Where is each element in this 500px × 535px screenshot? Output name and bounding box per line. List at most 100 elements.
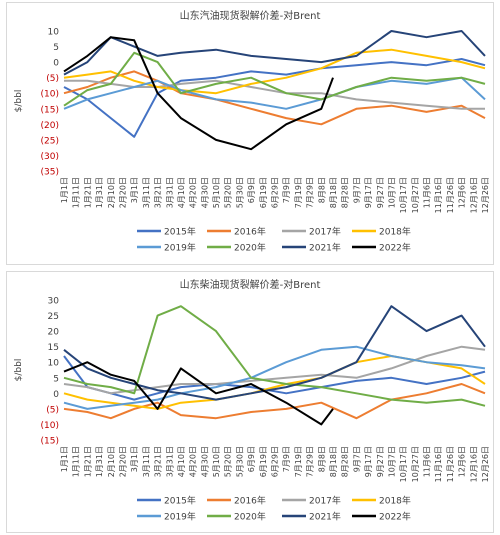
chart-title: 山东柴油现货裂解价差-对Brent [180,278,321,291]
y-axis-label: $/bbl [14,90,24,113]
y-tick-label: 0 [53,59,59,69]
x-tick-label: 7月19日 [294,177,303,208]
y-tick-label: (30) [41,152,59,162]
x-tick-label: 6月29日 [271,177,280,208]
legend-label: 2019年 [164,511,196,523]
x-tick-label: 2月20日 [118,177,127,208]
x-tick-label: 4月10日 [177,446,186,477]
x-tick-label: 12月16日 [469,177,478,213]
y-tick-label: (5) [46,74,59,84]
x-tick-label: 6月9日 [247,446,256,472]
x-tick-label: 2月10日 [107,446,116,477]
y-tick-label: (10) [41,421,59,431]
x-tick-label: 4月30日 [200,446,209,477]
legend-label: 2020年 [234,511,266,523]
series-line-2015年 [63,355,486,401]
x-tick-label: 8月8日 [317,446,326,472]
x-tick-label: 9月27日 [376,446,385,477]
x-tick-label: 12月16日 [469,446,478,482]
x-tick-label: 11月16日 [434,446,443,482]
x-tick-label: 9月7日 [352,177,361,203]
x-tick-label: 11月6日 [423,177,432,208]
x-tick-label: 8月8日 [317,177,326,203]
legend-label: 2019年 [164,242,196,254]
legend-label: 2022年 [379,511,411,523]
x-tick-label: 5月10日 [212,446,221,477]
y-tick-label: (20) [41,121,59,131]
x-tick-label: 1月1日 [60,446,69,472]
series-line-2019年 [63,345,486,410]
x-tick-label: 9月7日 [352,446,361,472]
x-tick-label: 9月17日 [364,177,373,208]
x-tick-label: 11月26日 [446,446,455,482]
x-tick-label: 3月31日 [165,177,174,208]
x-tick-label: 10月27日 [411,177,420,213]
y-tick-label: (15) [41,437,59,447]
x-tick-label: 11月16日 [434,177,443,213]
y-tick-label: (15) [41,105,59,115]
x-tick-label: 6月9日 [247,177,256,203]
x-tick-label: 5月10日 [212,177,221,208]
legend-label: 2017年 [309,226,341,238]
legend-label: 2015年 [164,226,196,238]
y-tick-label: 5 [53,43,59,53]
series-line-2022年 [63,36,334,151]
y-tick-label: 0 [53,390,59,400]
x-tick-label: 5月20日 [224,446,233,477]
legend-label: 2016年 [234,226,266,238]
x-tick-label: 1月11日 [72,177,81,208]
x-tick-label: 3月11日 [142,446,151,477]
y-tick-label: 20 [48,328,60,338]
x-tick-label: 1月21日 [83,177,92,208]
legend-label: 2018年 [379,495,411,507]
x-tick-label: 3月31日 [165,446,174,477]
x-tick-label: 9月17日 [364,446,373,477]
x-tick-label: 10月7日 [387,177,396,208]
x-tick-label: 3月21日 [154,177,163,208]
x-tick-label: 9月27日 [376,177,385,208]
legend-label: 2017年 [309,495,341,507]
x-tick-label: 8月18日 [329,177,338,208]
y-axis-label: $/bbl [14,359,24,382]
chart-title: 山东汽油现货裂解价差-对Brent [180,9,321,22]
y-tick-label: (35) [41,168,59,178]
x-tick-label: 10月17日 [399,446,408,482]
legend-label: 2018年 [379,226,411,238]
series-line-2021年 [63,30,486,76]
x-tick-label: 5月20日 [224,177,233,208]
x-tick-label: 7月9日 [282,177,291,203]
gasoline-crack-chart: 山东汽油现货裂解价差-对Brent $/bbl 10 5 0 (5) (10) (15) (20… [14,9,490,254]
x-tick-label: 6月19日 [259,177,268,208]
x-tick-label: 12月6日 [458,177,467,208]
x-tick-label: 8月28日 [341,446,350,477]
y-tick-label: 5 [53,374,59,384]
series-line-2016年 [63,383,486,420]
x-tick-label: 4月20日 [189,446,198,477]
y-tick-label: 10 [48,28,60,38]
series-line-2020年 [63,305,486,407]
x-tick-label: 7月9日 [282,446,291,472]
y-tick-label: 10 [48,359,60,369]
gasoline-crack-chart-panel: 山东汽油现货裂解价差-对Brent $/bbl 10 5 0 (5) (10) (15) (20… [6,2,494,265]
series-line-2015年 [63,58,486,138]
x-tick-label: 4月30日 [200,177,209,208]
x-tick-label: 10月7日 [387,446,396,477]
y-tick-label: (25) [41,136,59,146]
series-line-2017年 [64,79,485,110]
x-tick-label: 1月11日 [72,446,81,477]
series-line-2021年 [63,305,486,401]
x-tick-label: 3月1日 [130,177,139,203]
x-tick-label: 7月29日 [306,446,315,477]
x-tick-label: 7月19日 [294,446,303,477]
x-tick-label: 11月6日 [423,446,432,477]
x-tick-label: 12月6日 [458,446,467,477]
series-line-2019年 [63,76,486,110]
x-tick-label: 1月31日 [95,177,104,208]
series-line-2020年 [63,51,486,107]
x-tick-label: 3月11日 [142,177,151,208]
legend-label: 2021年 [309,242,341,254]
x-tick-label: 1月21日 [83,446,92,477]
diesel-crack-chart: 山东柴油现货裂解价差-对Brent $/bbl 30 25 20 15 10 5 0 (5) (10… [14,278,490,523]
x-tick-label: 4月10日 [177,177,186,208]
legend-label: 2022年 [379,242,411,254]
